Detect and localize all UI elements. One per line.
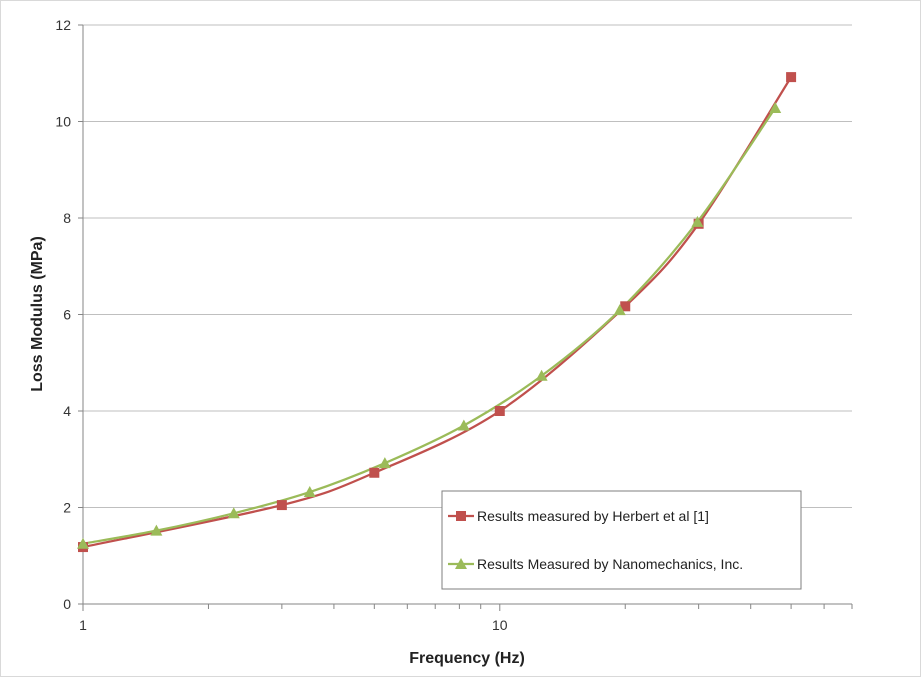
- data-point-nanomechanics: [77, 537, 89, 549]
- legend: Results measured by Herbert et al [1] Res…: [441, 490, 802, 590]
- data-point-nanomechanics: [613, 304, 626, 316]
- y-tick-label: 4: [63, 403, 71, 419]
- tick-labels: 0 2 4 6 8 10 12 1 10: [55, 17, 507, 633]
- y-tick-label: 8: [63, 210, 71, 226]
- data-point-herbert: [494, 406, 505, 416]
- y-axis-title: Loss Modulus (MPa): [29, 236, 46, 392]
- y-tick-label: 0: [63, 596, 71, 612]
- data-point-nanomechanics: [378, 457, 391, 469]
- series-line-nanomechanics: [82, 107, 777, 545]
- data-point-nanomechanics: [303, 486, 316, 498]
- data-point-herbert: [786, 72, 797, 83]
- data-point-nanomechanics: [457, 419, 470, 431]
- legend-entries: Results measured by Herbert et al [1] Res…: [448, 508, 743, 572]
- gridlines: [83, 24, 852, 508]
- data-point-nanomechanics: [535, 369, 548, 381]
- data-point-herbert: [276, 500, 287, 511]
- data-point-nanomechanics: [769, 101, 782, 113]
- data-point-herbert: [369, 467, 380, 478]
- series-line-herbert: [82, 76, 793, 549]
- legend-marker-herbert: [456, 511, 466, 521]
- data-point-herbert: [620, 301, 631, 312]
- legend-label-nanomechanics: Results Measured by Nanomechanics, Inc.: [477, 556, 743, 572]
- legend-box: [441, 490, 802, 590]
- y-tick-label: 10: [55, 114, 71, 130]
- data-point-nanomechanics: [150, 524, 163, 536]
- data-point-nanomechanics: [227, 507, 240, 519]
- series-markers: [77, 72, 797, 553]
- x-tick-label: 1: [79, 617, 87, 633]
- x-axis-title: Frequency (Hz): [409, 650, 525, 667]
- data-point-nanomechanics: [691, 215, 704, 227]
- legend-marker-nanomechanics: [455, 558, 467, 569]
- axes: [78, 24, 853, 611]
- y-tick-label: 6: [63, 307, 71, 323]
- y-tick-label: 2: [63, 500, 71, 516]
- x-tick-label: 10: [492, 617, 508, 633]
- series-lines: [82, 76, 793, 549]
- y-tick-label: 12: [55, 17, 71, 33]
- legend-label-herbert: Results measured by Herbert et al [1]: [477, 508, 709, 524]
